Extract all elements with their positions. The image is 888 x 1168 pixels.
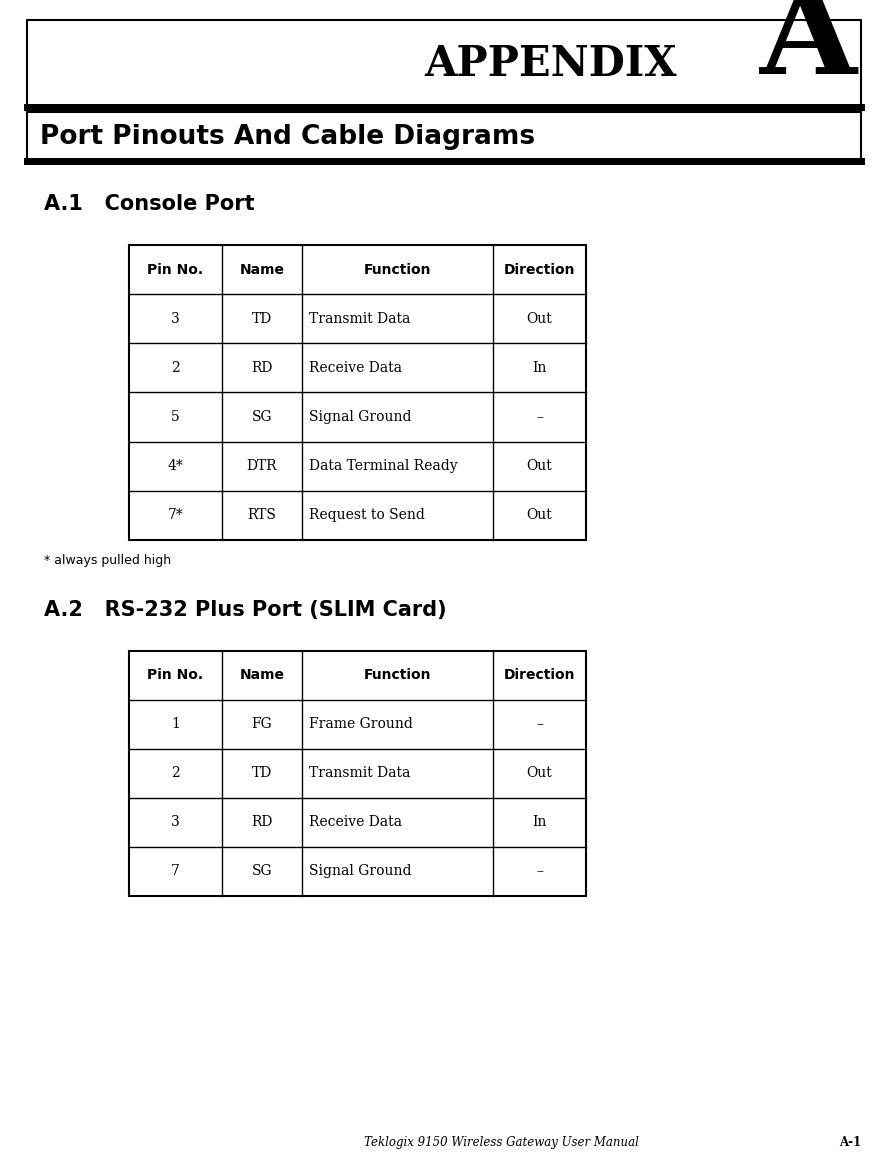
Text: TD: TD — [252, 766, 272, 780]
Text: Out: Out — [527, 459, 552, 473]
Bar — [27, 20, 861, 107]
Text: 7*: 7* — [168, 508, 183, 522]
Text: Port Pinouts And Cable Diagrams: Port Pinouts And Cable Diagrams — [40, 124, 535, 150]
Text: In: In — [532, 815, 547, 829]
Text: Name: Name — [240, 668, 284, 682]
Text: A: A — [759, 0, 857, 100]
Text: RD: RD — [251, 361, 273, 375]
Text: Out: Out — [527, 508, 552, 522]
Text: APPENDIX: APPENDIX — [424, 43, 677, 84]
Text: –: – — [536, 864, 543, 878]
Text: Receive Data: Receive Data — [309, 815, 402, 829]
Text: Transmit Data: Transmit Data — [309, 312, 410, 326]
Text: * always pulled high: * always pulled high — [44, 554, 171, 568]
Text: 7: 7 — [171, 864, 179, 878]
Text: In: In — [532, 361, 547, 375]
Text: Direction: Direction — [503, 263, 575, 277]
Text: 3: 3 — [171, 815, 179, 829]
Text: 3: 3 — [171, 312, 179, 326]
Text: –: – — [536, 717, 543, 731]
Text: Name: Name — [240, 263, 284, 277]
Text: A-1: A-1 — [839, 1135, 861, 1149]
Text: 2: 2 — [171, 361, 179, 375]
Text: Function: Function — [363, 668, 432, 682]
Text: RD: RD — [251, 815, 273, 829]
Text: FG: FG — [251, 717, 273, 731]
Text: Out: Out — [527, 766, 552, 780]
Text: TD: TD — [252, 312, 272, 326]
Text: Function: Function — [363, 263, 432, 277]
Text: Teklogix 9150 Wireless Gateway User Manual: Teklogix 9150 Wireless Gateway User Manu… — [364, 1135, 639, 1149]
Text: 4*: 4* — [168, 459, 183, 473]
Text: Pin No.: Pin No. — [147, 263, 203, 277]
Text: Frame Ground: Frame Ground — [309, 717, 413, 731]
Text: 5: 5 — [171, 410, 179, 424]
Text: A.2   RS-232 Plus Port (SLIM Card): A.2 RS-232 Plus Port (SLIM Card) — [44, 599, 447, 620]
Text: Receive Data: Receive Data — [309, 361, 402, 375]
Text: –: – — [536, 410, 543, 424]
Text: Data Terminal Ready: Data Terminal Ready — [309, 459, 457, 473]
Text: DTR: DTR — [247, 459, 277, 473]
Text: 1: 1 — [171, 717, 179, 731]
Text: Signal Ground: Signal Ground — [309, 410, 411, 424]
Bar — [27, 112, 861, 161]
Text: RTS: RTS — [248, 508, 276, 522]
Text: Request to Send: Request to Send — [309, 508, 424, 522]
Text: A.1   Console Port: A.1 Console Port — [44, 194, 255, 215]
Text: Out: Out — [527, 312, 552, 326]
Text: Pin No.: Pin No. — [147, 668, 203, 682]
Text: 2: 2 — [171, 766, 179, 780]
Text: Signal Ground: Signal Ground — [309, 864, 411, 878]
Text: Direction: Direction — [503, 668, 575, 682]
Bar — [129, 651, 586, 896]
Text: SG: SG — [251, 864, 273, 878]
Bar — [129, 245, 586, 540]
Text: Transmit Data: Transmit Data — [309, 766, 410, 780]
Text: SG: SG — [251, 410, 273, 424]
